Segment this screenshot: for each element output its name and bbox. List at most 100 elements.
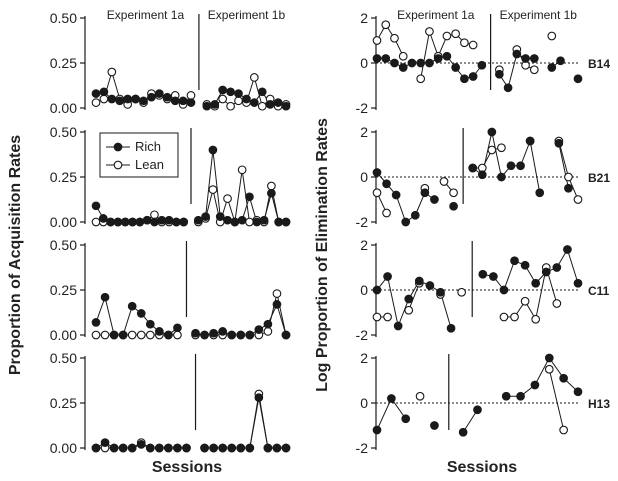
lean-point (226, 101, 235, 111)
lean-point (381, 20, 391, 30)
rich-point (468, 72, 478, 81)
rich-point (372, 425, 382, 435)
rich-point (473, 405, 482, 415)
rich-point (128, 217, 137, 227)
rich-point (218, 85, 228, 95)
rich-point (501, 391, 511, 401)
rich-point (186, 98, 196, 107)
rich-point (100, 292, 110, 302)
lean-point (208, 185, 218, 194)
rich-point (477, 170, 487, 180)
rich-point (442, 51, 452, 61)
rich-point (410, 210, 420, 220)
rich-point (541, 267, 551, 277)
rich-point (451, 63, 461, 72)
subplot-b21-left: 0.50 0.25 0.00 Rich Lean (50, 124, 291, 230)
rich-point (573, 387, 583, 397)
rich-point (120, 217, 130, 227)
experiment-1b-label: Experiment 1b (208, 8, 286, 22)
rich-point (401, 217, 411, 227)
rich-point (230, 217, 240, 227)
lean-point (460, 38, 469, 48)
y-tick-label: 0.25 (50, 395, 77, 411)
rich-point (91, 89, 101, 98)
lean-point (416, 74, 426, 84)
rich-point (430, 195, 439, 204)
rich-point (372, 168, 382, 177)
y-tick-label: 0.50 (50, 237, 77, 253)
rich-point (265, 100, 275, 109)
rich-point (99, 87, 109, 97)
y-tick-label: -2 (356, 440, 369, 456)
lean-point (552, 299, 562, 308)
rich-point (191, 328, 200, 338)
lean-series-line (472, 147, 502, 169)
y-tick-label: 0.00 (50, 100, 77, 116)
rich-point (227, 330, 237, 340)
rich-point (162, 92, 172, 102)
rich-point (446, 323, 456, 333)
rich-point (267, 188, 276, 198)
lean-point (372, 36, 382, 45)
lean-point (520, 296, 530, 306)
rich-point (173, 323, 182, 333)
experiment-1a-label: Experiment 1a (107, 8, 185, 22)
rich-point (123, 94, 133, 104)
rich-point (499, 285, 509, 295)
rich-point (559, 373, 568, 383)
rich-series-line (462, 409, 478, 433)
rich-point (512, 49, 522, 59)
lean-point (573, 195, 583, 204)
rich-point (202, 101, 212, 111)
lean-point (145, 330, 155, 340)
right-x-axis-title: Sessions (447, 459, 517, 476)
y-tick-label: 0 (360, 395, 368, 411)
rich-point (107, 94, 117, 104)
rich-point (182, 443, 191, 453)
rich-point (497, 172, 506, 182)
rich-point (272, 443, 282, 453)
y-tick-label: 0 (360, 282, 368, 298)
legend-marker (113, 160, 123, 170)
rich-point (227, 443, 237, 453)
lean-point (150, 210, 159, 220)
lean-point (531, 314, 541, 324)
rich-point (200, 330, 209, 340)
subject-label-b14: B14 (588, 57, 610, 71)
rich-series-line (95, 295, 178, 336)
lean-point (173, 330, 182, 340)
rich-point (147, 92, 156, 102)
y-tick-label: 0.25 (50, 169, 77, 185)
rich-point (416, 58, 426, 68)
rich-point (263, 443, 273, 453)
lean-point (451, 29, 461, 39)
lean-point (272, 289, 282, 298)
subplot-h13-right: 2 0 -2 H13 (356, 350, 611, 456)
lean-point (136, 330, 146, 340)
lean-point (439, 177, 449, 186)
lean-series-line (376, 23, 404, 57)
rich-point (420, 188, 430, 198)
rich-point (398, 63, 408, 72)
rich-series-line (558, 143, 569, 189)
y-tick-label: 0.00 (50, 327, 77, 343)
y-tick-label: -2 (356, 327, 369, 343)
y-tick-label: 2 (360, 350, 368, 366)
y-tick-label: 0.00 (50, 214, 77, 230)
lean-point (257, 101, 267, 111)
rich-point (510, 256, 519, 266)
rich-point (91, 318, 101, 327)
rich-point (201, 212, 210, 221)
left-y-axis-title: Proportion of Acquisition Rates (7, 135, 24, 375)
left-x-axis-title: Sessions (152, 459, 222, 476)
y-tick-label: 2 (360, 124, 368, 140)
rich-point (242, 94, 251, 104)
lean-point (186, 91, 196, 100)
y-tick-label: 0.50 (50, 124, 77, 140)
lean-point (529, 65, 539, 75)
rich-point (573, 278, 583, 288)
rich-point (234, 89, 243, 98)
lean-series-line (548, 369, 565, 431)
lean-point (449, 188, 458, 198)
